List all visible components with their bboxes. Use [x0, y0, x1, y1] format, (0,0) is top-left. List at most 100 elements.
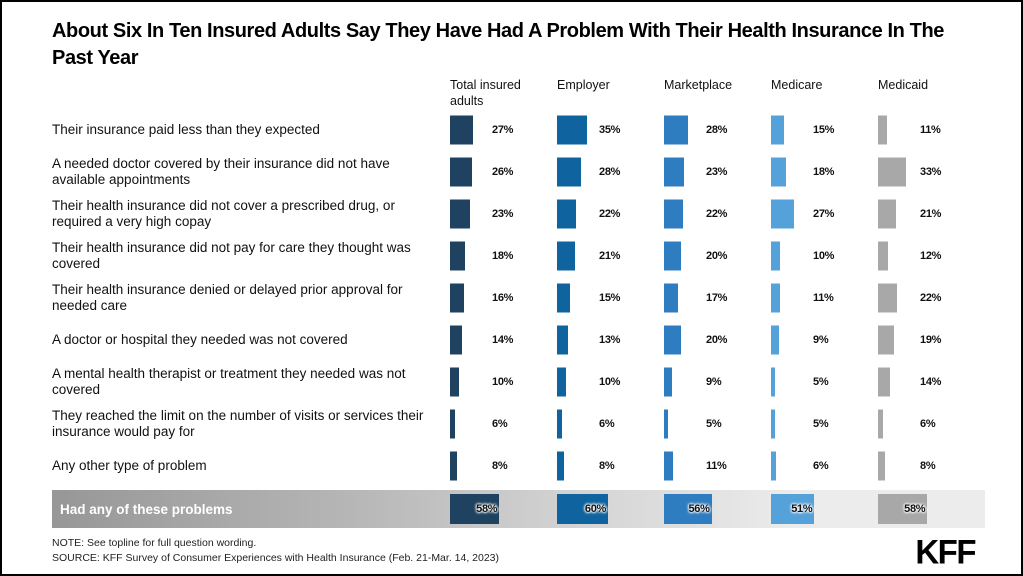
bar-value-label: 5% [706, 418, 722, 431]
summary-bar: 56% [664, 494, 712, 525]
bar-cell: 10% [771, 235, 878, 277]
bar [557, 451, 564, 481]
bar-cell: 18% [771, 151, 878, 193]
bar-cell: 6% [771, 445, 878, 487]
bar-value-label: 10% [492, 376, 514, 389]
column-header-row: Total insured adults Employer Marketplace M… [52, 76, 1021, 109]
bar-value-label: 9% [706, 376, 722, 389]
bar [557, 199, 576, 229]
bar-cell: 14% [878, 361, 985, 403]
bar-cell: 23% [664, 151, 771, 193]
bar-value-label: 6% [920, 418, 936, 431]
summary-bar-cell: 56% [664, 490, 771, 528]
summary-bar: 60% [557, 494, 608, 525]
column-header: Marketplace [664, 78, 733, 92]
bar [664, 451, 674, 481]
bar [771, 157, 787, 187]
table-row: Their insurance paid less than they expe… [52, 109, 1021, 151]
bar [664, 241, 681, 271]
bar [771, 241, 780, 271]
column-header: Medicare [771, 78, 823, 92]
summary-value-label: 56% [688, 503, 710, 516]
bar-value-label: 27% [492, 124, 514, 137]
bar-value-label: 6% [813, 460, 829, 473]
bar-cell: 26% [450, 151, 557, 193]
bar-cell: 14% [450, 319, 557, 361]
bar-value-label: 5% [813, 376, 829, 389]
bar [771, 451, 777, 481]
bar-value-label: 8% [492, 460, 508, 473]
bar [878, 157, 907, 187]
bar [878, 409, 884, 439]
bar-cell: 6% [450, 403, 557, 445]
table-row: Any other type of problem 8% 8% 11% 6% 8% [52, 445, 1021, 487]
bar-cell: 22% [557, 193, 664, 235]
bar-value-label: 9% [813, 334, 829, 347]
bar-value-label: 14% [920, 376, 942, 389]
bar-cell: 13% [557, 319, 664, 361]
bar [664, 367, 672, 397]
table-row: Their health insurance did not cover a p… [52, 193, 1021, 235]
bar [878, 283, 897, 313]
bar-cell: 15% [557, 277, 664, 319]
bar-value-label: 28% [706, 124, 728, 137]
table-row: Their health insurance denied or delayed… [52, 277, 1021, 319]
table-row: A doctor or hospital they needed was not… [52, 319, 1021, 361]
chart-rows: Their insurance paid less than they expe… [2, 109, 1021, 487]
row-label: Their insurance paid less than they expe… [52, 122, 320, 138]
bar-cell: 28% [557, 151, 664, 193]
bar-cell: 10% [557, 361, 664, 403]
summary-bar: 58% [878, 494, 928, 525]
column-header: Employer [557, 78, 610, 92]
footer-note: NOTE: See topline for full question word… [52, 537, 257, 550]
summary-bar-cell: 51% [771, 490, 878, 528]
summary-row: Had any of these problems 58% 60% 56% 51% 58… [52, 490, 985, 529]
bar [557, 325, 569, 355]
bar-cell: 6% [557, 403, 664, 445]
bar-cell: 33% [878, 151, 985, 193]
bar-value-label: 23% [492, 208, 514, 221]
footnotes: NOTE: See topline for full question word… [52, 536, 499, 566]
bar-value-label: 18% [813, 166, 835, 179]
summary-bar-cell: 58% [878, 490, 985, 528]
bar-value-label: 28% [599, 166, 621, 179]
bar-cell: 6% [878, 403, 985, 445]
bar-value-label: 22% [599, 208, 621, 221]
bar [557, 283, 570, 313]
bar-cell: 23% [450, 193, 557, 235]
bar-value-label: 12% [920, 250, 942, 263]
bar [557, 241, 575, 271]
bar [771, 283, 781, 313]
bar [771, 409, 776, 439]
bar-cell: 20% [664, 319, 771, 361]
bar [878, 451, 885, 481]
bar-value-label: 11% [920, 124, 941, 137]
bar-value-label: 8% [920, 460, 936, 473]
bar [450, 283, 464, 313]
bar [878, 367, 890, 397]
bar [450, 115, 473, 145]
bar-cell: 9% [771, 319, 878, 361]
bar [450, 367, 459, 397]
bar-value-label: 5% [813, 418, 829, 431]
bar-cell: 8% [450, 445, 557, 487]
bar [450, 451, 457, 481]
bar-value-label: 27% [813, 208, 835, 221]
row-label: A mental health therapist or treatment t… [52, 366, 406, 398]
summary-value-label: 51% [791, 503, 813, 516]
bar [771, 115, 784, 145]
column-header: Total insured adults [450, 78, 521, 108]
bar [450, 241, 466, 271]
summary-bar-cell: 60% [557, 490, 664, 528]
row-label: Any other type of problem [52, 458, 207, 474]
bar [771, 199, 794, 229]
bar [878, 325, 895, 355]
bar-cell: 17% [664, 277, 771, 319]
bar-cell: 27% [450, 109, 557, 151]
column-header: Medicaid [878, 78, 929, 92]
bar-cell: 11% [664, 445, 771, 487]
bar-cell: 16% [450, 277, 557, 319]
bar [878, 199, 896, 229]
bar [771, 325, 779, 355]
